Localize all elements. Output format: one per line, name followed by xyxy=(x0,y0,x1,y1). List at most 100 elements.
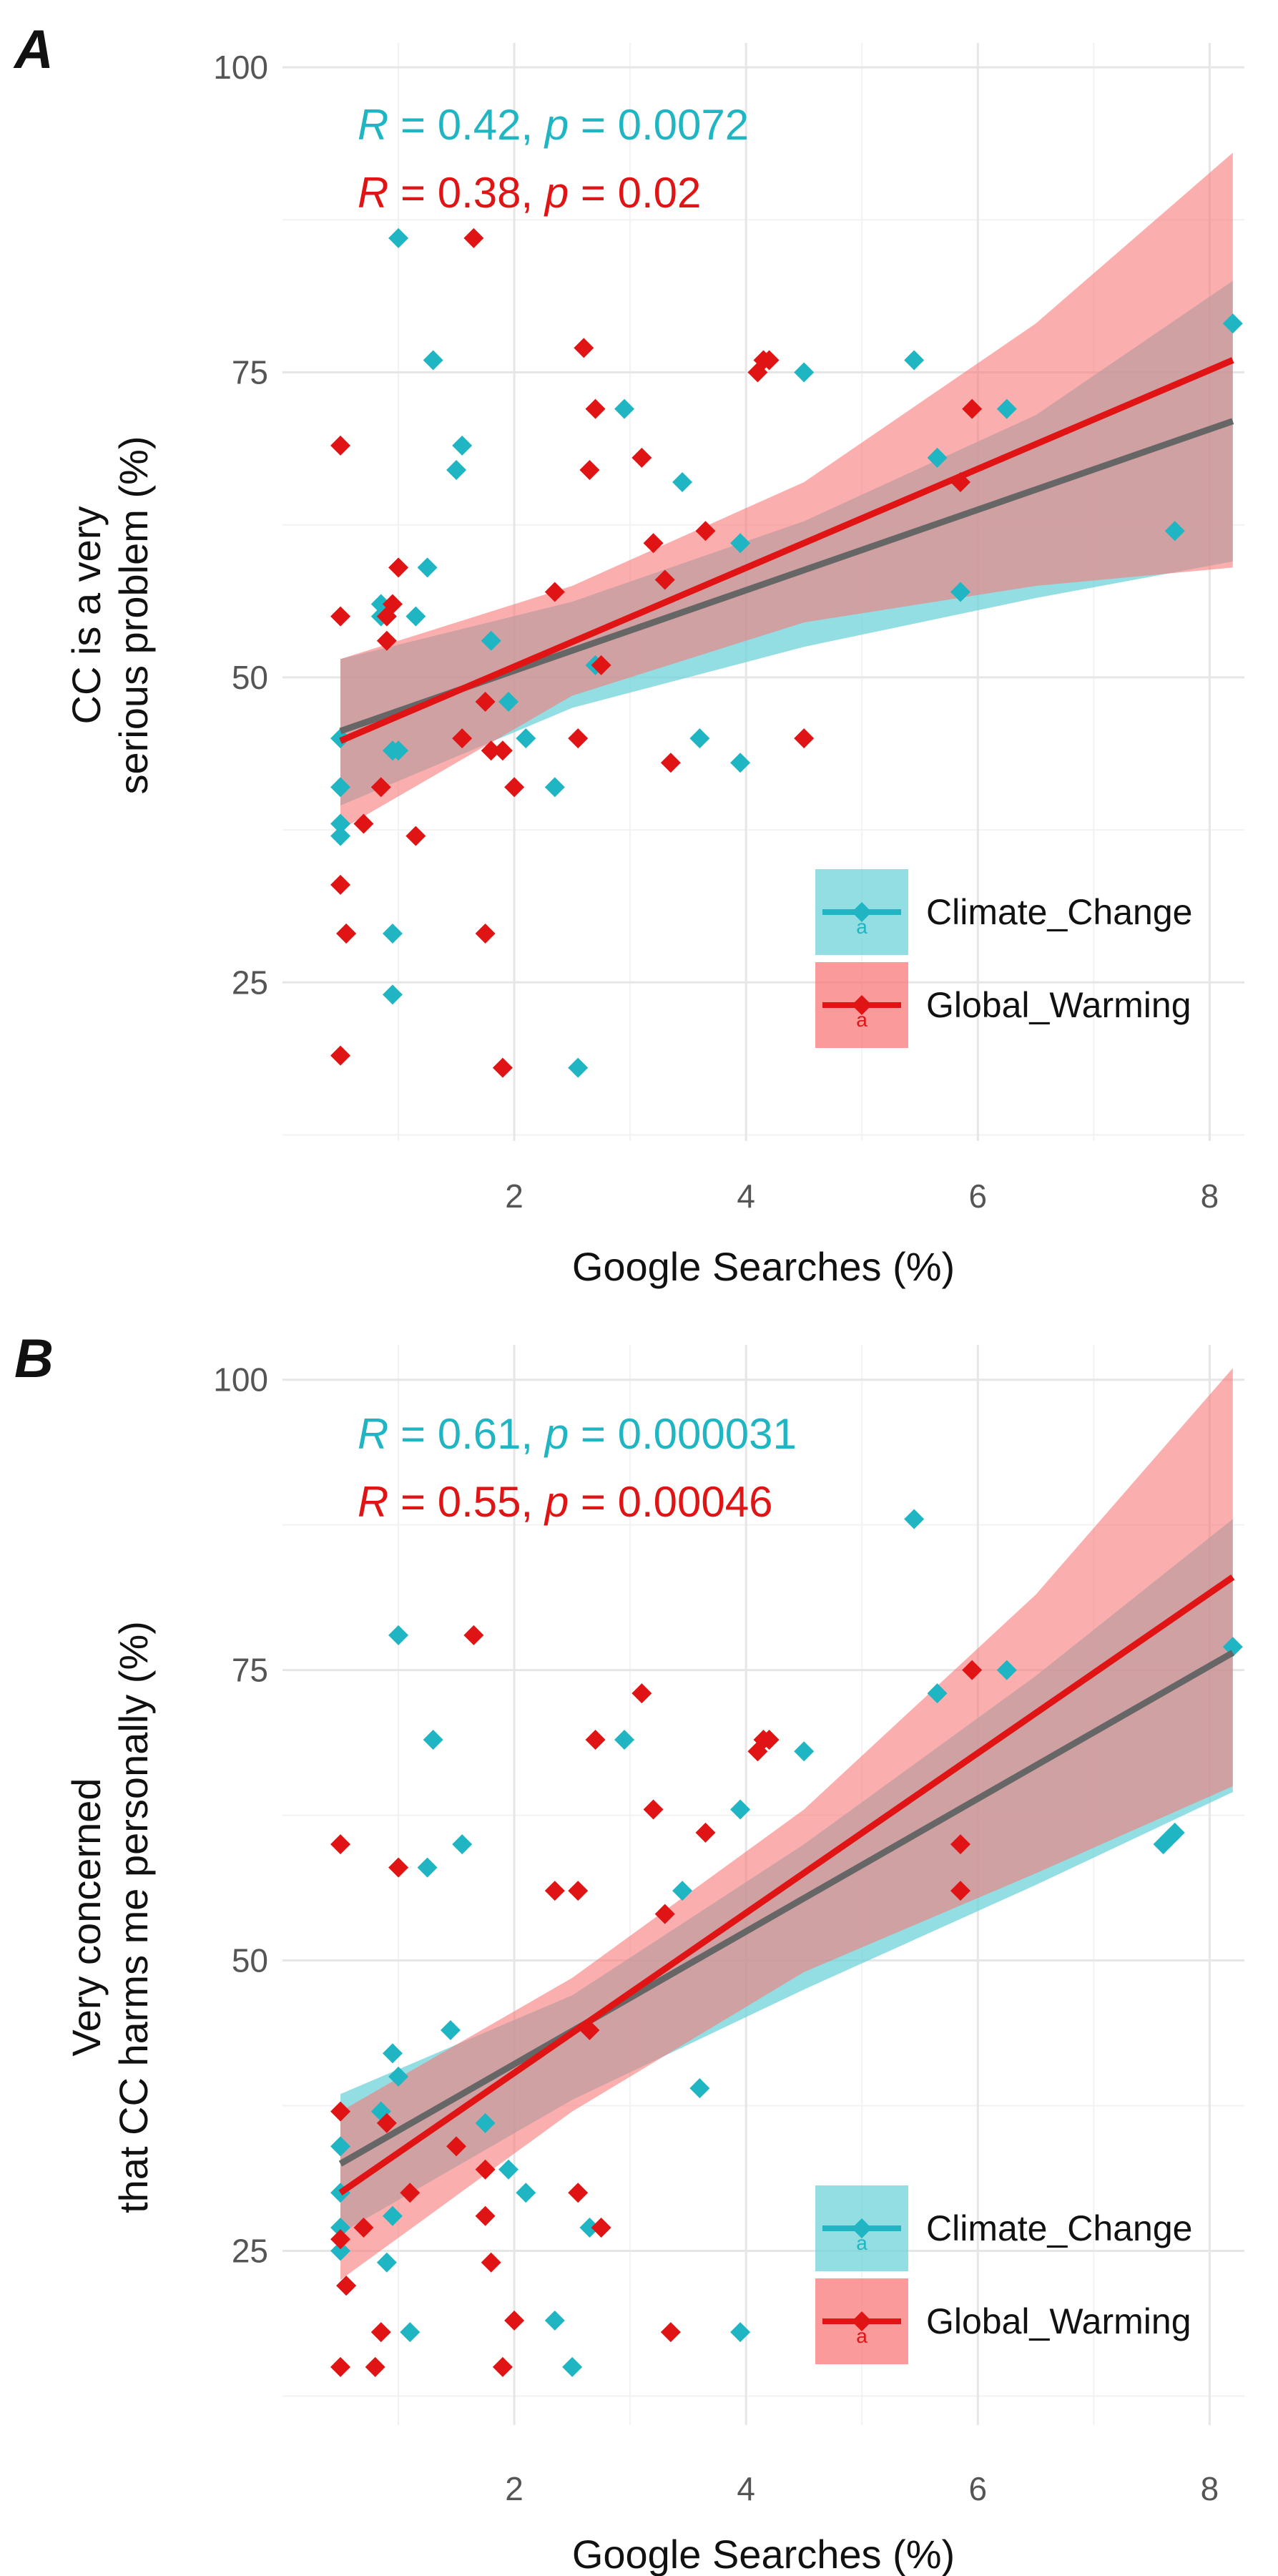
x-tick-label: 2 xyxy=(505,1177,524,1215)
correlation-annotation: R = 0.38, p = 0.02 xyxy=(358,169,701,217)
global-warming-point xyxy=(382,594,403,614)
climate-change-point xyxy=(672,1881,693,1901)
legend-key-point xyxy=(852,2218,872,2238)
global-warming-point xyxy=(475,692,496,712)
global-warming-point xyxy=(794,728,815,749)
legend-key-glyph: a xyxy=(856,1009,867,1031)
legend-key-glyph: a xyxy=(856,2325,867,2347)
correlation-p-label: p xyxy=(544,169,569,217)
legend-key-point xyxy=(852,902,872,922)
global-warming-point xyxy=(950,1834,970,1855)
global-warming-point xyxy=(330,2229,351,2250)
global-warming-point xyxy=(579,459,600,480)
global-warming-point xyxy=(695,521,716,542)
y-axis-title-line: that CC harms me personally (%) xyxy=(111,1621,156,2213)
fit-lines xyxy=(339,357,1234,744)
climate-change-point xyxy=(423,1730,443,1750)
climate-change-point xyxy=(400,2322,421,2343)
climate-change-fit-line xyxy=(338,1650,1235,2167)
global-warming-point xyxy=(544,582,565,602)
climate-change-point xyxy=(672,472,693,492)
global-warming-point xyxy=(695,1822,716,1843)
correlation-p-label: p xyxy=(544,101,569,149)
global-warming-point xyxy=(631,1683,652,1704)
climate-change-point xyxy=(544,2310,565,2331)
climate-change-point xyxy=(730,753,751,773)
y-axis-title-line: serious problem (%) xyxy=(111,436,156,794)
panel-label: B xyxy=(14,1328,54,1389)
y-tick-label: 25 xyxy=(232,2232,268,2269)
legend-key-point xyxy=(852,995,872,1015)
global-warming-point xyxy=(568,1881,589,1901)
climate-change-point xyxy=(382,2043,403,2064)
climate-change-point xyxy=(330,2136,351,2157)
climate-change-point xyxy=(423,350,443,371)
x-axis-title: Google Searches (%) xyxy=(572,2532,955,2576)
climate-change-point xyxy=(562,2356,583,2377)
climate-change-point xyxy=(330,813,351,834)
global-warming-point xyxy=(568,728,589,749)
x-tick-label: 6 xyxy=(968,1177,987,1215)
data-points xyxy=(330,1509,1243,2377)
climate-change-point xyxy=(1164,1822,1185,1843)
global-warming-point xyxy=(330,2356,351,2377)
global-warming-point xyxy=(568,2183,589,2203)
global-warming-point xyxy=(759,350,780,371)
global-warming-point xyxy=(475,2159,496,2180)
global-warming-point xyxy=(463,227,484,248)
global-warming-point xyxy=(370,2322,391,2343)
global-warming-point xyxy=(475,924,496,944)
climate-change-point xyxy=(516,728,536,749)
climate-change-point xyxy=(498,692,518,712)
climate-change-point xyxy=(388,2066,409,2087)
climate-change-point xyxy=(382,984,403,1005)
confidence-bands xyxy=(340,1368,1233,2281)
climate-change-point xyxy=(544,777,565,798)
climate-change-point xyxy=(382,2205,403,2226)
global-warming-fit-line xyxy=(338,1575,1235,2195)
global-warming-point xyxy=(660,2322,681,2343)
climate-change-point xyxy=(417,557,438,578)
x-tick-label: 8 xyxy=(1201,1177,1219,1215)
climate-change-point xyxy=(730,2322,751,2343)
climate-change-point xyxy=(405,606,426,627)
climate-change-point xyxy=(1222,313,1243,334)
y-tick-label: 50 xyxy=(232,659,268,696)
global-warming-point xyxy=(574,338,594,358)
gridlines xyxy=(282,1345,1244,2425)
climate-change-point xyxy=(927,447,948,468)
global-warming-point xyxy=(544,1881,565,1901)
global-warming-point xyxy=(492,740,513,761)
legend-key-point xyxy=(852,2311,872,2331)
x-tick-label: 4 xyxy=(737,2470,755,2507)
global-warming-point xyxy=(336,924,357,944)
climate-change-point xyxy=(689,728,710,749)
correlation-p-label: p xyxy=(544,1410,569,1458)
correlation-r-text: = 0.55, xyxy=(388,1478,545,1526)
global-warming-point xyxy=(654,569,675,590)
global-warming-point xyxy=(336,2276,357,2296)
climate-change-point xyxy=(904,350,925,371)
correlation-r-label: R xyxy=(358,1410,388,1458)
x-axis-title: Google Searches (%) xyxy=(572,1244,955,1289)
global-warming-point xyxy=(492,1057,513,1078)
legend-label: Global_Warming xyxy=(926,985,1191,1025)
global-warming-point xyxy=(353,2217,374,2238)
climate-change-point xyxy=(516,2183,536,2203)
climate-change-point xyxy=(689,2078,710,2099)
y-tick-label: 100 xyxy=(213,1361,268,1399)
climate-change-point xyxy=(376,2252,397,2273)
global-warming-point xyxy=(376,2112,397,2133)
global-warming-point xyxy=(654,1904,675,1924)
climate-change-point xyxy=(388,227,409,248)
global-warming-point xyxy=(481,2252,501,2273)
global-warming-point xyxy=(643,533,664,554)
global-warming-point xyxy=(330,1045,351,1066)
global-warming-point xyxy=(330,606,351,627)
correlation-p-text: = 0.000031 xyxy=(569,1410,797,1458)
global-warming-point xyxy=(504,2310,525,2331)
global-warming-point xyxy=(643,1799,664,1820)
global-warming-point xyxy=(481,740,501,761)
global-warming-point xyxy=(591,2217,611,2238)
